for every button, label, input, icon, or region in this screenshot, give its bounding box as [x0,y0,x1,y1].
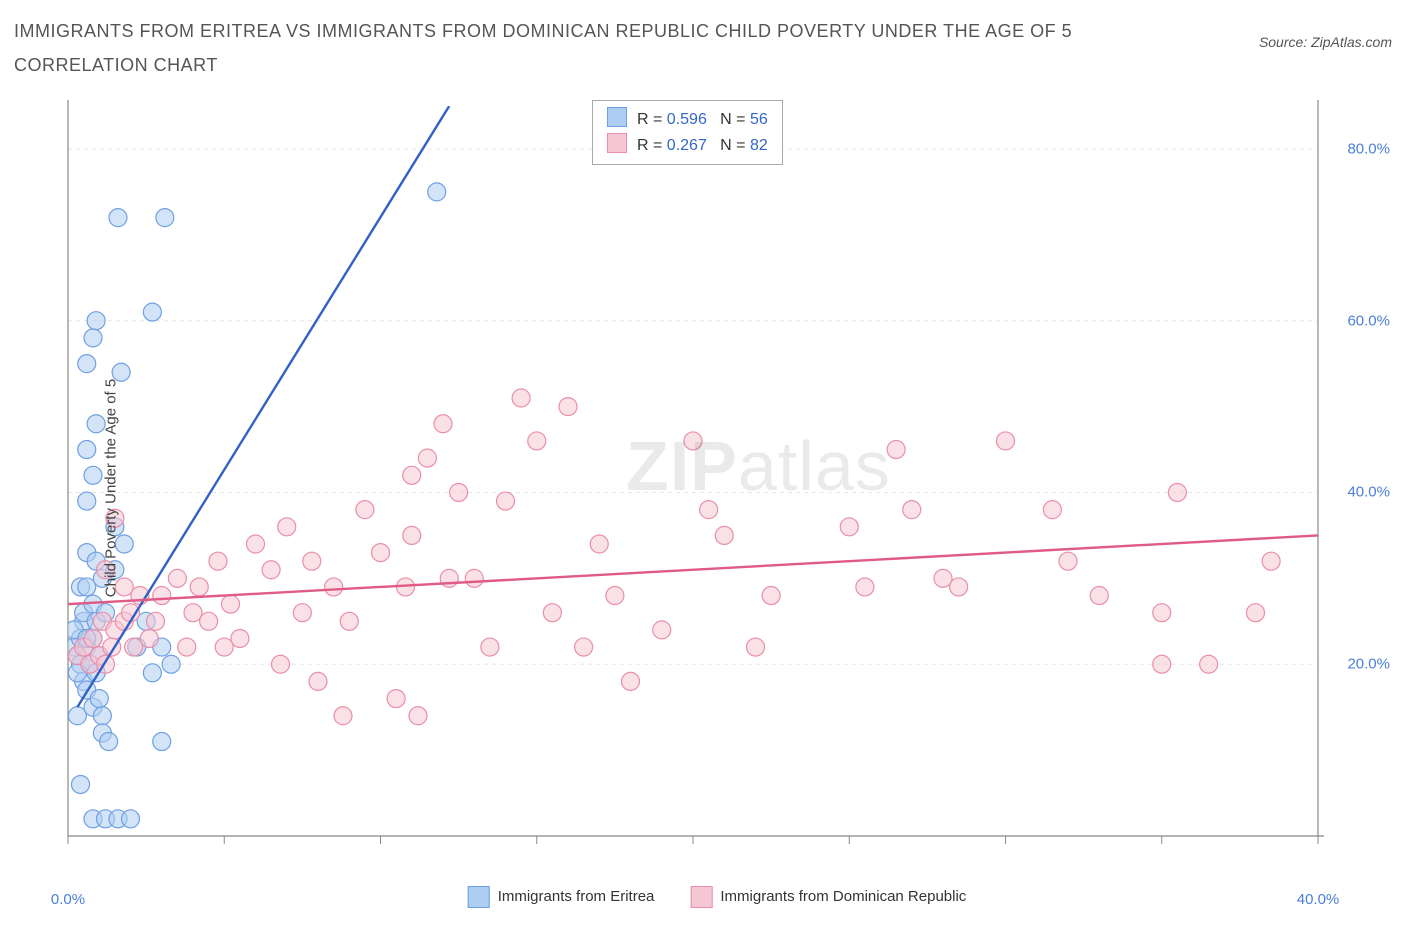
bottom-legend: Immigrants from Eritrea Immigrants from D… [468,886,967,908]
scatter-chart-svg [46,96,1388,880]
y2-tick-label: 60.0% [1347,312,1390,329]
y2-tick-label: 20.0% [1347,656,1390,673]
corr-row: R = 0.267 N = 82 [607,133,768,159]
legend-swatch [690,886,712,908]
correlation-legend-box: R = 0.596 N = 56R = 0.267 N = 82 [592,100,783,165]
y2-tick-label: 80.0% [1347,140,1390,157]
x-tick-label: 40.0% [1297,891,1340,908]
legend-label: Immigrants from Dominican Republic [720,888,966,905]
series-0 [65,183,446,828]
corr-row: R = 0.596 N = 56 [607,107,768,133]
source-label: Source: ZipAtlas.com [1259,34,1392,50]
series-1 [68,389,1280,725]
y-axis-label: Child Poverty Under the Age of 5 [103,379,120,597]
legend-item: Immigrants from Dominican Republic [690,886,966,908]
legend-item: Immigrants from Eritrea [468,886,655,908]
legend-label: Immigrants from Eritrea [498,888,655,905]
plot-area: Child Poverty Under the Age of 5 ZIPatla… [46,96,1388,880]
y2-tick-label: 40.0% [1347,484,1390,501]
header-row: IMMIGRANTS FROM ERITREA VS IMMIGRANTS FR… [14,14,1392,82]
x-tick-label: 0.0% [51,891,85,908]
legend-swatch [468,886,490,908]
chart-title: IMMIGRANTS FROM ERITREA VS IMMIGRANTS FR… [14,14,1134,82]
